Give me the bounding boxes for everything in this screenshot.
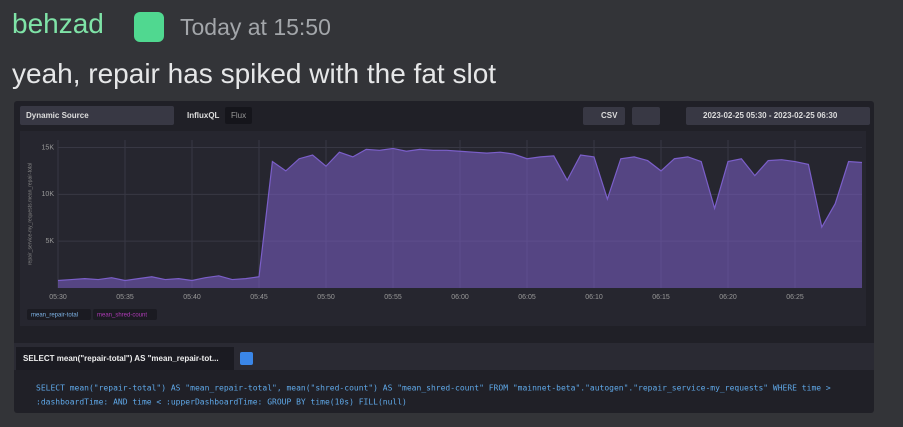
legend-chip xyxy=(93,309,157,320)
legend-label: mean_shred-count xyxy=(97,313,147,319)
message-text: yeah, repair has spiked with the fat slo… xyxy=(12,58,497,89)
x-tick-label: 06:25 xyxy=(786,294,804,301)
x-tick-label: 05:40 xyxy=(183,294,201,301)
csv-button[interactable] xyxy=(583,107,625,125)
x-tick-label: 06:05 xyxy=(518,294,536,301)
query-line: SELECT mean("repair-total") AS "mean_rep… xyxy=(36,384,831,393)
area xyxy=(58,148,862,288)
flux-tab-bg xyxy=(225,107,252,124)
y-tick-label: 5K xyxy=(45,238,54,245)
query-tab-label: SELECT mean("repair-total") AS "mean_rep… xyxy=(23,354,219,363)
y-axis-label: repair_service-my_requests.mean_repair-t… xyxy=(27,163,33,265)
x-tick-label: 05:45 xyxy=(250,294,268,301)
x-tick-label: 05:35 xyxy=(116,294,134,301)
x-tick-label: 06:00 xyxy=(451,294,469,301)
range-dropdown[interactable] xyxy=(686,107,870,125)
lang-tab[interactable]: InfluxQL xyxy=(187,111,220,120)
query-line: :dashboardTime: AND time < :upperDashboa… xyxy=(36,398,407,407)
y-tick-label: 10K xyxy=(42,191,55,198)
timestamp: Today at 15:50 xyxy=(180,14,331,40)
add-query[interactable] xyxy=(240,352,253,365)
y-tick-label: 15K xyxy=(42,144,55,151)
query-tab[interactable] xyxy=(16,347,234,370)
range-label: 2023-02-25 05:30 - 2023-02-25 06:30 xyxy=(703,111,838,120)
lang-tab[interactable]: Flux xyxy=(231,111,246,120)
x-tick-label: 05:30 xyxy=(49,294,67,301)
x-tick-label: 05:50 xyxy=(317,294,335,301)
pause-button[interactable] xyxy=(632,107,660,125)
csv-label: CSV xyxy=(601,111,618,120)
x-tick-label: 06:10 xyxy=(585,294,603,301)
author[interactable]: behzad xyxy=(12,8,104,39)
source-dropdown[interactable] xyxy=(20,106,174,125)
legend-chip xyxy=(27,309,91,320)
source-label: Dynamic Source xyxy=(26,111,89,120)
legend-label: mean_repair-total xyxy=(31,313,78,319)
line xyxy=(57,147,863,282)
x-tick-label: 05:55 xyxy=(384,294,402,301)
x-tick-label: 06:20 xyxy=(719,294,737,301)
avatar-badge xyxy=(134,12,164,42)
x-tick-label: 06:15 xyxy=(652,294,670,301)
